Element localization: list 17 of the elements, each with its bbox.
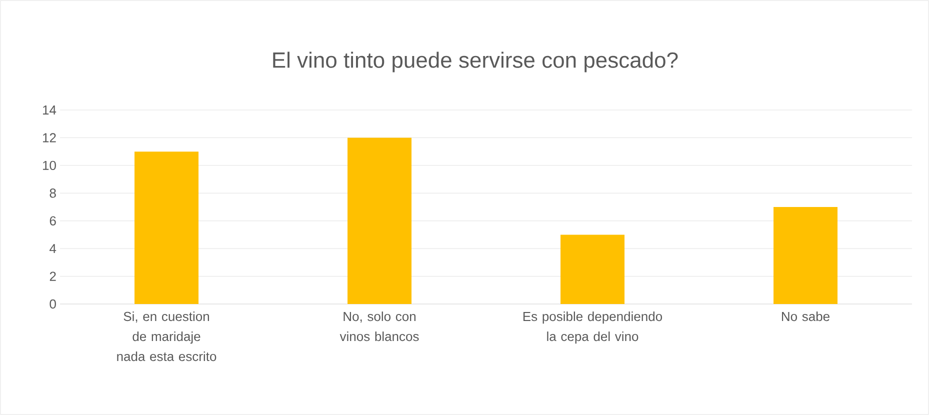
bar	[348, 138, 412, 304]
x-tick-label: No sabe	[782, 312, 830, 322]
y-tick-label: 0	[50, 299, 56, 309]
y-tick-label: 12	[42, 133, 56, 142]
chart-title: El vino tinto puede servirse con pescado?	[273, 52, 678, 72]
bar	[134, 152, 199, 304]
bar	[774, 206, 838, 304]
y-tick-label: 10	[42, 160, 56, 170]
x-tick-label: Si, en cuestion de maridaje nada esta escrito	[117, 312, 216, 362]
y-tick-label: 6	[50, 216, 56, 226]
x-tick-label: Es posible dependiendo la cepa del vino	[523, 312, 662, 344]
y-tick-label: 4	[50, 244, 56, 254]
bar	[560, 234, 625, 304]
y-tick-label: 2	[50, 272, 56, 281]
y-tick-label: 8	[50, 188, 56, 198]
y-tick-label: 14	[42, 106, 56, 114]
x-tick-label: No, solo con vinos blancos	[340, 312, 419, 342]
